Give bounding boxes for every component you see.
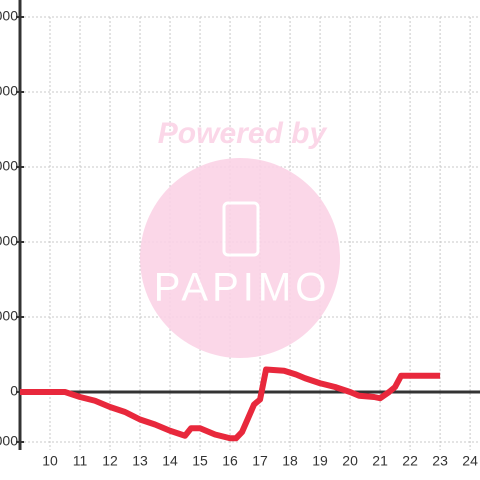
x-tick-label: 21 bbox=[372, 453, 388, 469]
x-tick-label: 22 bbox=[402, 453, 418, 469]
y-tick-label: 120,000 bbox=[0, 83, 18, 99]
x-tick-label: 20 bbox=[342, 453, 358, 469]
x-tick-label: 11 bbox=[73, 453, 88, 469]
y-tick-label: 150,000 bbox=[0, 8, 18, 24]
y-tick-label: 30,000 bbox=[0, 308, 18, 324]
y-tick-label: 90,000 bbox=[0, 158, 18, 174]
x-tick-label: 19 bbox=[312, 453, 328, 469]
watermark-icon bbox=[222, 201, 260, 257]
watermark: Powered by PAPIMO bbox=[140, 117, 340, 358]
grid bbox=[20, 16, 480, 450]
y-tick-label: -20,000 bbox=[0, 433, 18, 449]
data-line bbox=[20, 366, 441, 442]
watermark-text: Powered by bbox=[158, 117, 328, 150]
x-tick-label: 18 bbox=[282, 453, 298, 469]
x-tick-label: 10 bbox=[42, 453, 58, 469]
x-tick-label: 24 bbox=[462, 453, 478, 469]
x-tick-label: 15 bbox=[192, 453, 208, 469]
x-tick-label: 13 bbox=[132, 453, 148, 469]
watermark-logo: PAPIMO bbox=[154, 266, 331, 310]
watermark-circle bbox=[140, 158, 340, 358]
x-tick-label: 16 bbox=[222, 453, 238, 469]
x-tick-label: 23 bbox=[432, 453, 448, 469]
y-tick-label: 60,000 bbox=[0, 233, 18, 249]
x-tick-label: 17 bbox=[252, 453, 268, 469]
y-tick-label: 0 bbox=[10, 383, 18, 399]
x-tick-label: 12 bbox=[102, 453, 118, 469]
x-tick-label: 14 bbox=[162, 453, 178, 469]
